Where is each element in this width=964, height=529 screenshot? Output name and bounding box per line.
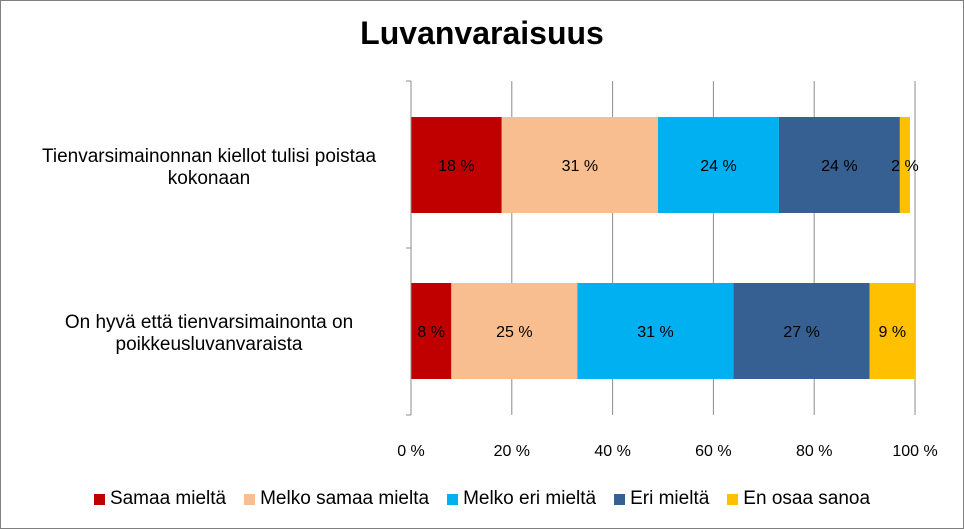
legend-swatch [244, 493, 256, 505]
legend-swatch [93, 493, 105, 505]
x-tick-label: 60 % [695, 443, 731, 460]
legend-label: Melko samaa mielta [260, 488, 430, 509]
data-label: 31 % [637, 324, 673, 341]
data-label: 31 % [562, 158, 598, 175]
x-tick-label: 20 % [494, 443, 530, 460]
legend: Samaa mieltä Melko samaa mielta Melko eri … [1, 488, 963, 510]
category-label: On hyvä että tienvarsimainonta on [65, 312, 353, 333]
bar-segment [778, 117, 900, 213]
data-label: 2 % [891, 158, 919, 175]
data-label: 8 % [417, 324, 445, 341]
legend-item: Samaa mieltä [93, 488, 227, 510]
bar-segment [411, 117, 502, 213]
data-label: 18 % [438, 158, 474, 175]
legend-swatch [727, 493, 739, 505]
legend-label: En osaa sanoa [743, 488, 871, 509]
x-tick-label: 100 % [892, 443, 937, 460]
bar-segment [577, 283, 734, 379]
data-label: 27 % [783, 324, 819, 341]
category-label: kokonaan [168, 168, 250, 189]
x-tick-label: 0 % [397, 443, 425, 460]
bar-segment [899, 117, 910, 213]
legend-label: Melko eri mieltä [463, 488, 597, 509]
data-label: 25 % [496, 324, 532, 341]
legend-item: Eri mieltä [614, 488, 709, 510]
legend-item: Melko samaa mielta [244, 488, 429, 510]
bar-segment [451, 283, 578, 379]
bar-segment [733, 283, 870, 379]
bar-segment [411, 283, 452, 379]
legend-item: En osaa sanoa [727, 488, 870, 510]
bar-segment [869, 283, 915, 379]
legend-swatch [614, 493, 626, 505]
category-label: poikkeusluvanvaraista [116, 334, 303, 355]
chart-title: Luvanvaraisuus [360, 15, 604, 51]
legend-label: Samaa mieltä [109, 488, 227, 509]
bar-segment [501, 117, 658, 213]
category-label: Tienvarsimainonnan kiellot tulisi poista… [42, 146, 377, 167]
x-tick-label: 40 % [594, 443, 630, 460]
legend-swatch [447, 493, 459, 505]
legend-item: Melko eri mieltä [447, 488, 596, 510]
legend-label: Eri mieltä [630, 488, 710, 509]
data-label: 24 % [700, 158, 736, 175]
data-label: 24 % [821, 158, 857, 175]
bar-segment [657, 117, 779, 213]
x-tick-label: 80 % [796, 443, 832, 460]
data-label: 9 % [879, 324, 907, 341]
